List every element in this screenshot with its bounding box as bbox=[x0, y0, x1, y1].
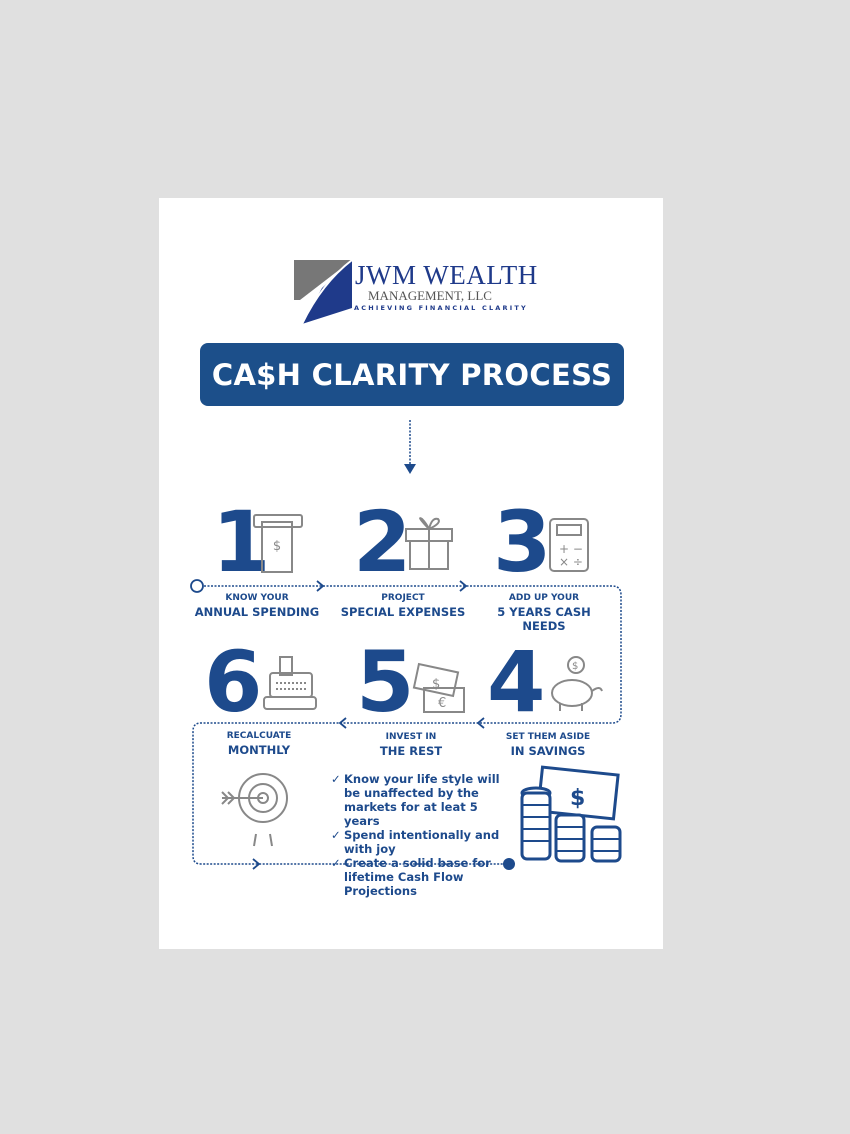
gift-icon bbox=[405, 517, 453, 570]
target-arrow-icon bbox=[221, 773, 288, 847]
step-1-label: KNOW YOUR ANNUAL SPENDING bbox=[194, 593, 320, 619]
step-3-number: 3 bbox=[493, 493, 552, 591]
logo-line2: MANAGEMENT, LLC bbox=[368, 288, 492, 303]
step-4-label: SET THEM ASIDE IN SAVINGS bbox=[505, 732, 591, 758]
step-2-number: 2 bbox=[353, 493, 412, 591]
benefits-list: Know your life style will be unaffected … bbox=[331, 772, 501, 898]
page-title: CA$H CLARITY PROCESS bbox=[200, 343, 624, 406]
step-5-number: 5 bbox=[356, 633, 415, 731]
step-5-label: INVEST IN THE REST bbox=[379, 732, 443, 758]
svg-text:$: $ bbox=[570, 786, 585, 811]
atm-cash-icon: $ bbox=[253, 514, 303, 573]
logo-mark-icon bbox=[294, 259, 353, 325]
benefit-item: Spend intentionally and with joy bbox=[331, 828, 501, 856]
logo-line1: JWM WEALTH bbox=[355, 260, 538, 290]
svg-text:$: $ bbox=[273, 539, 281, 554]
svg-text:$: $ bbox=[432, 677, 440, 692]
money-coins-icon: $ bbox=[520, 765, 622, 863]
calculator-icon: + −× ÷ bbox=[549, 518, 589, 572]
step-2-label: PROJECT SPECIAL EXPENSES bbox=[340, 593, 466, 619]
piggy-bank-icon: $ bbox=[551, 656, 603, 711]
step-3-label: ADD UP YOUR 5 YEARS CASH NEEDS bbox=[497, 593, 591, 633]
step-6-number: 6 bbox=[204, 633, 263, 731]
banknotes-icon: $€ bbox=[412, 662, 465, 713]
benefit-item: Know your life style will be unaffected … bbox=[331, 772, 501, 828]
svg-text:€: € bbox=[438, 696, 446, 711]
step-4-number: 4 bbox=[487, 633, 546, 731]
logo-tagline: ACHIEVING FINANCIAL CLARITY bbox=[354, 304, 528, 312]
step-6-label: RECALCUATE MONTHLY bbox=[226, 731, 292, 757]
svg-text:$: $ bbox=[572, 661, 578, 672]
cash-register-icon bbox=[263, 656, 317, 710]
benefit-item: Create a solid base for lifetime Cash Fl… bbox=[331, 856, 501, 898]
svg-text:× ÷: × ÷ bbox=[559, 555, 583, 569]
svg-text:+ −: + − bbox=[559, 542, 583, 556]
